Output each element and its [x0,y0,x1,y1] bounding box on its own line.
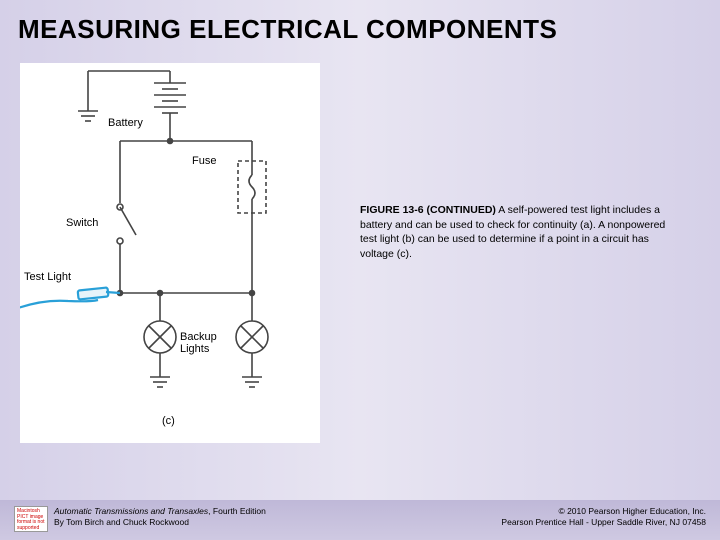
label-test-light: Test Light [24,271,71,283]
figure-caption: FIGURE 13-6 (CONTINUED) A self-powered t… [320,63,700,443]
label-subfig: (c) [162,415,175,427]
circuit-diagram: Battery Fuse Switch Test Light Backup Li… [20,63,320,443]
book-title: Automatic Transmissions and Transaxles [54,506,208,516]
image-placeholder-icon: Macintosh PICT image format is not suppo… [14,506,48,532]
book-authors: By Tom Birch and Chuck Rockwood [54,517,266,528]
page-title: MEASURING ELECTRICAL COMPONENTS [0,0,720,45]
footer-right: © 2010 Pearson Higher Education, Inc. Pe… [501,506,706,528]
footer-book-info: Automatic Transmissions and Transaxles, … [54,506,266,528]
label-fuse: Fuse [192,155,216,167]
content-area: Battery Fuse Switch Test Light Backup Li… [0,45,720,443]
label-battery: Battery [108,117,143,129]
circuit-svg [20,63,320,443]
book-edition: , Fourth Edition [208,506,266,516]
label-backup-lights: Backup Lights [180,331,217,355]
footer: Macintosh PICT image format is not suppo… [0,500,720,540]
label-switch: Switch [66,217,98,229]
copyright: © 2010 Pearson Higher Education, Inc. [501,506,706,517]
publisher: Pearson Prentice Hall - Upper Saddle Riv… [501,517,706,528]
figure-label: FIGURE 13-6 (CONTINUED) [360,204,496,216]
footer-left: Macintosh PICT image format is not suppo… [14,506,266,532]
